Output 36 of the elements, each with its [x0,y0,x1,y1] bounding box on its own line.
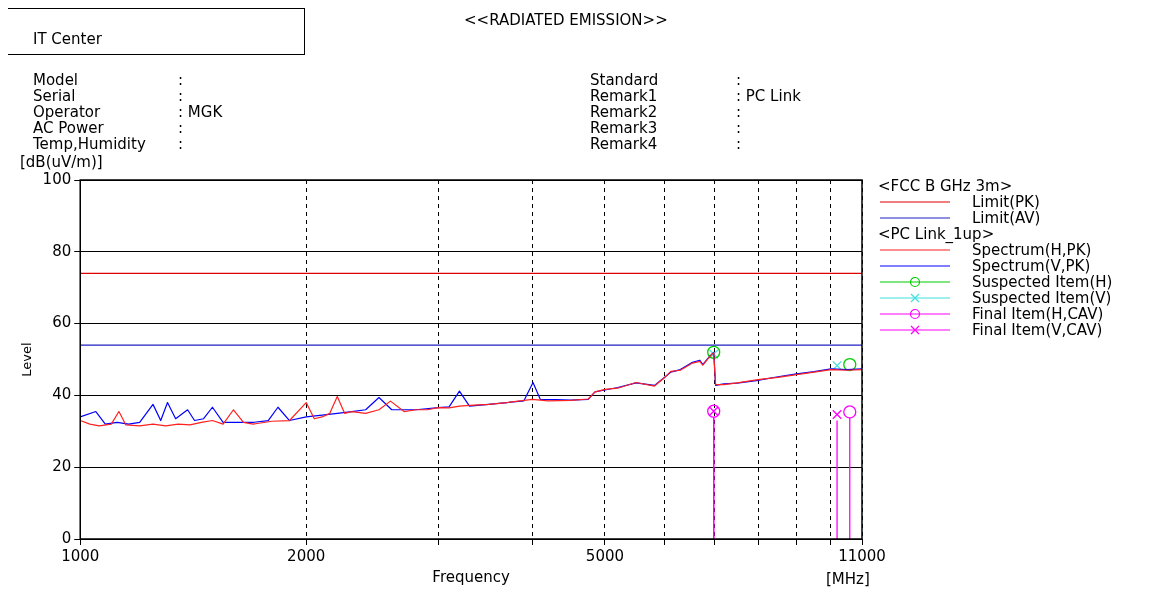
text: Remark2 : [590,103,742,121]
text: Remark1 : PC Link [590,87,801,105]
text: Standard : [590,71,742,89]
y-axis-title: Level [19,342,35,377]
legend-label: Final Item(V,CAV) [972,321,1103,339]
x-axis-title: Frequency [432,567,510,586]
legend-label: Final Item(H,CAV) [972,305,1104,323]
legend-label: Suspected Item(H) [972,273,1113,291]
y-tick-label: 0 [61,528,72,547]
y-tick-label: 40 [52,385,72,404]
text: Operator : MGK [33,103,223,121]
text: <PC Link_1up> [878,225,995,243]
x-tick-label: 11000 [838,546,886,565]
x-tick-label: 5000 [585,546,625,565]
y-tick-label: 100 [42,169,72,188]
text: IT Center [33,30,102,48]
text: Remark4 : [590,135,742,153]
text: Remark3 : [590,119,742,137]
legend-label: Suspected Item(V) [972,289,1112,307]
x-tick-label: 1000 [61,546,100,565]
legend-label: Spectrum(H,PK) [972,241,1092,259]
legend-label: Limit(AV) [972,209,1041,227]
chart-title: <<RADIATED EMISSION>> [464,11,668,29]
text: [MHz] [826,570,870,588]
legend-title: <FCC B GHz 3m> [878,177,1014,195]
x-tick-label: 2000 [287,546,326,565]
text: Serial : [33,87,184,105]
y-tick-label: 60 [52,313,72,332]
y-tick-label: 20 [52,457,72,476]
text: AC Power : [33,119,184,137]
y-tick-label: 80 [52,241,72,260]
text: [dB(uV/m)] [20,153,103,171]
text: Temp,Humidity : [33,135,184,153]
legend-label: Limit(PK) [972,193,1040,211]
legend-label: Spectrum(V,PK) [972,257,1091,275]
text: Model : [33,71,184,89]
